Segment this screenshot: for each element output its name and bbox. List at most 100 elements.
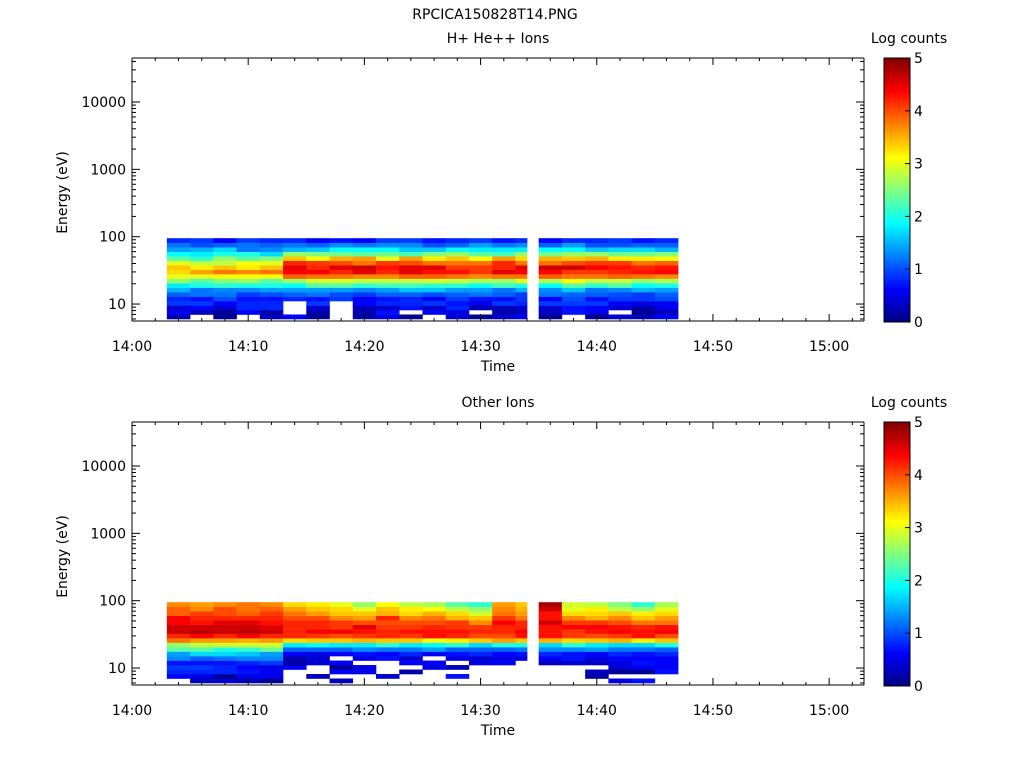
- x-tick-label: 14:20: [344, 339, 384, 355]
- heatmap-cell: [585, 287, 609, 293]
- heatmap-cell: [515, 624, 528, 630]
- colorbar-segment: [884, 266, 910, 270]
- heatmap-cell: [190, 305, 214, 311]
- heatmap-cell: [561, 638, 586, 643]
- heatmap-cell: [166, 638, 191, 643]
- heatmap-cell: [352, 642, 377, 648]
- colorbar-segment: [884, 554, 910, 558]
- heatmap-cell: [585, 642, 609, 648]
- heatmap-cell: [654, 251, 679, 257]
- heatmap-cell: [283, 665, 307, 670]
- heatmap-cell: [213, 269, 237, 275]
- colorbar-segment: [884, 271, 910, 275]
- heatmap-cell: [190, 651, 214, 657]
- colorbar-segment: [884, 295, 910, 299]
- colorbar-segment: [884, 659, 910, 663]
- heatmap-cell: [190, 638, 214, 643]
- y-tick-label: 100: [99, 230, 126, 246]
- heatmap-cell: [654, 287, 679, 293]
- heatmap-cell: [399, 242, 423, 248]
- heatmap-cell: [399, 602, 423, 607]
- heatmap-cell: [376, 278, 400, 284]
- heatmap-cell: [213, 660, 237, 666]
- colorbar-segment: [884, 306, 910, 310]
- colorbar-segment: [884, 269, 910, 273]
- heatmap-cell: [166, 305, 191, 311]
- heatmap-cell: [283, 642, 307, 648]
- heatmap-cell: [654, 269, 679, 275]
- heatmap-cell: [608, 260, 632, 266]
- heatmap-cell: [236, 301, 261, 306]
- heatmap-cell: [538, 656, 563, 661]
- heatmap-cell: [352, 638, 377, 643]
- heatmap-cell: [492, 660, 516, 666]
- heatmap-cell: [561, 305, 586, 311]
- heatmap-cell: [213, 274, 237, 279]
- heatmap-cell: [213, 265, 237, 270]
- heatmap-cell: [468, 238, 493, 243]
- heatmap-cell: [468, 602, 493, 607]
- heatmap-cell: [422, 301, 447, 306]
- heatmap-cell: [561, 642, 586, 648]
- y-tick-label: 1000: [90, 162, 126, 178]
- heatmap-cell: [422, 283, 447, 288]
- heatmap-cell: [538, 629, 563, 634]
- heatmap-cell: [376, 265, 400, 270]
- colorbar-segment: [884, 664, 910, 668]
- heatmap-cell: [306, 620, 330, 625]
- heatmap-cell: [329, 647, 354, 652]
- heatmap-cell: [422, 638, 447, 643]
- heatmap-cells: [166, 602, 679, 684]
- heatmap-cell: [190, 283, 214, 288]
- y-axis-label: Energy (eV): [55, 515, 71, 598]
- colorbar-segment: [884, 620, 910, 624]
- heatmap-cell: [654, 274, 679, 279]
- heatmap-cell: [236, 296, 261, 302]
- colorbar-segment: [884, 598, 910, 602]
- heatmap-cell: [352, 669, 377, 675]
- heatmap-cell: [306, 251, 330, 257]
- heatmap-cell: [468, 242, 493, 248]
- heatmap-cell: [259, 624, 284, 630]
- heatmap-cell: [236, 606, 261, 612]
- heatmap-cell: [515, 296, 528, 302]
- colorbar-segment: [884, 548, 910, 552]
- heatmap-cell: [445, 638, 470, 643]
- colorbar-segment: [884, 258, 910, 262]
- heatmap-cell: [515, 260, 528, 266]
- heatmap-cell: [492, 651, 516, 657]
- heatmap-cell: [283, 274, 307, 279]
- heatmap-cell: [352, 265, 377, 270]
- heatmap-cell: [329, 287, 354, 293]
- heatmap-cell: [631, 615, 656, 621]
- y-tick-label: 100: [99, 594, 126, 610]
- heatmap-cell: [422, 647, 447, 652]
- heatmap-cell: [190, 611, 214, 616]
- colorbar-segment: [884, 97, 910, 101]
- colorbar-segment: [884, 213, 910, 217]
- heatmap-cell: [329, 624, 354, 630]
- colorbar-segment: [884, 530, 910, 534]
- heatmap-cell: [352, 629, 377, 634]
- heatmap-cell: [399, 660, 423, 666]
- heatmap-cell: [283, 660, 307, 666]
- heatmap-cell: [468, 283, 493, 288]
- heatmap-cell: [631, 269, 656, 275]
- heatmap-cell: [515, 642, 528, 648]
- heatmap-cell: [259, 260, 284, 266]
- heatmap-cell: [654, 615, 679, 621]
- heatmap-cell: [306, 615, 330, 621]
- heatmap-cell: [190, 620, 214, 625]
- heatmap-cell: [631, 305, 656, 311]
- heatmap-cell: [422, 620, 447, 625]
- heatmap-cell: [213, 256, 237, 261]
- colorbar: 0 1 2 3 4 5 Log counts: [871, 31, 947, 331]
- colorbar-segment: [884, 519, 910, 523]
- heatmap-cell: [492, 624, 516, 630]
- x-tick-label: 14:00: [112, 703, 152, 719]
- heatmap-cell: [538, 256, 563, 261]
- heatmap-cell: [329, 651, 354, 657]
- colorbar-segment: [884, 126, 910, 130]
- heatmap-cell: [561, 292, 586, 297]
- heatmap-cell: [445, 287, 470, 293]
